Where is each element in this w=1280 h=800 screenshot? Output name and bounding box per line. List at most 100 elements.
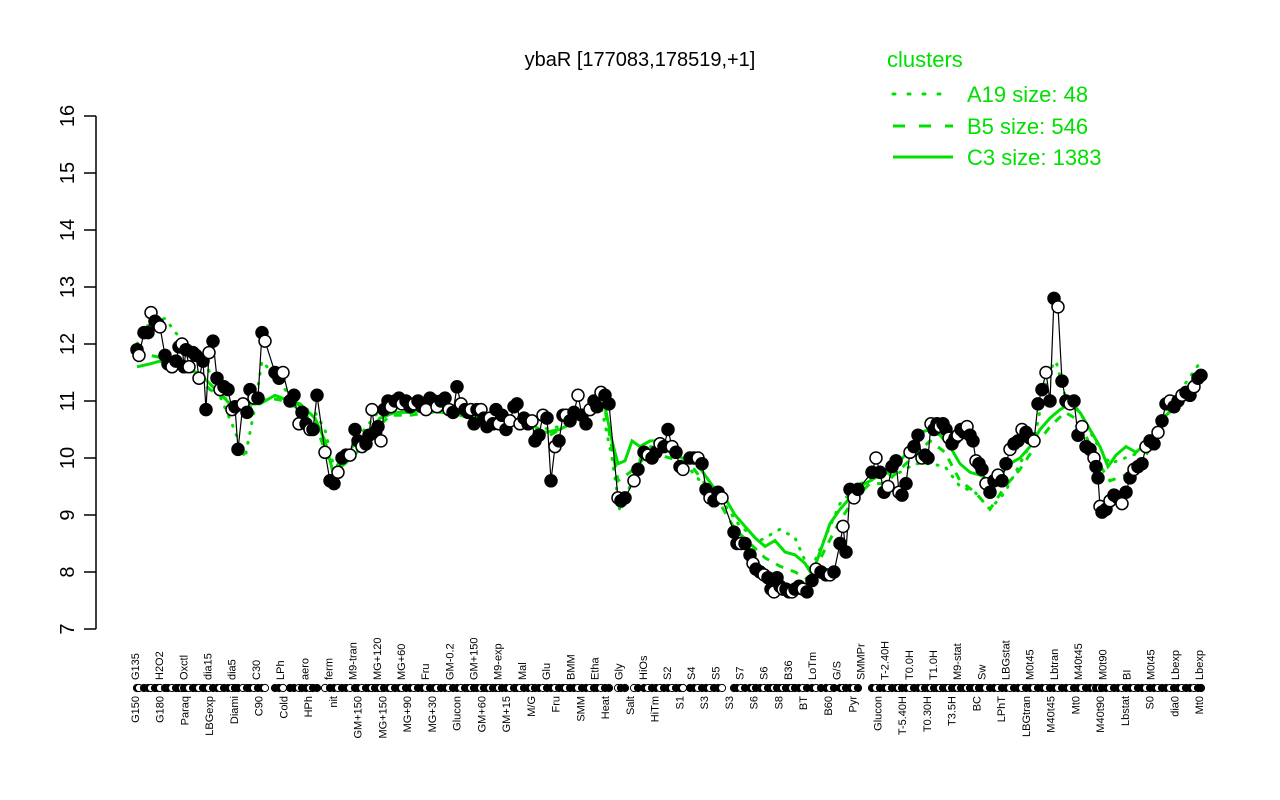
x-axis-labels: G135 H2O2 Oxctl dia15 dia5 C30 LPh aero ferm M9-t… (130, 638, 1206, 739)
data-point (800, 585, 814, 599)
data-point (318, 445, 332, 460)
data-point (1194, 368, 1208, 383)
x-tick-label: T-2.40H (880, 641, 892, 680)
x-tick-label: S0 (1145, 696, 1157, 709)
x-tick-label: GM+60 (476, 696, 488, 732)
data-point (141, 325, 155, 340)
x-tick-label: M0t45 (1025, 649, 1037, 680)
data-point (851, 482, 865, 497)
data-point (921, 451, 935, 465)
x-tick-label: Lbexp (1194, 650, 1206, 680)
x-tick-label: G180 (155, 696, 167, 723)
x-tick-label: T0.0H (904, 650, 916, 680)
data-point (231, 442, 245, 457)
x-tick-label: S5 (710, 667, 722, 680)
x-tick-label: Salt (625, 696, 637, 715)
data-point (1075, 419, 1089, 434)
x-tick-label: BI (1122, 670, 1134, 680)
data-point (343, 448, 357, 462)
x-tick-label: HPh (303, 696, 315, 717)
y-axis: 7 8 9 10 11 12 13 14 15 16 (57, 105, 97, 635)
x-tick-label: Paraq (180, 696, 192, 725)
x-tick-label: SMM (575, 696, 587, 722)
data-point (1035, 382, 1049, 397)
x-tick-label: H2O2 (154, 651, 166, 680)
x-tick-label: aero (299, 658, 311, 680)
x-tick-label: LPh (275, 660, 287, 680)
rug-marker (278, 683, 288, 693)
y-tick-label: 7 (57, 623, 79, 634)
data-point (627, 474, 641, 488)
data-point (438, 391, 452, 405)
x-tick-label: M9-stat (952, 643, 964, 680)
data-point (631, 462, 645, 477)
data-point (182, 360, 196, 374)
data-point (1147, 437, 1161, 451)
data-point (602, 397, 616, 411)
x-tick-label: G/S (831, 661, 843, 680)
data-point (1027, 434, 1041, 448)
data-point (618, 491, 632, 505)
cluster-line-dashed (136, 353, 1203, 583)
data-point (975, 462, 989, 477)
data-point (202, 345, 216, 360)
x-tick-label: Lbtran (1049, 649, 1061, 680)
y-tick-label: 16 (57, 105, 79, 127)
x-tick-label: nit (328, 696, 340, 708)
x-tick-label: B60 (823, 696, 835, 716)
data-point (895, 488, 909, 502)
x-tick-label: Heat (600, 696, 612, 719)
data-point (1089, 459, 1103, 474)
x-tick-label: M40t45 (1046, 696, 1058, 733)
x-tick-label: T1.0H (928, 650, 940, 680)
x-tick-label: Mt0 (1070, 696, 1082, 714)
data-point (966, 434, 980, 448)
data-point (676, 462, 690, 477)
x-tick-label: MG+120 (372, 638, 384, 681)
x-tick-label: Fru (420, 664, 432, 681)
y-tick-label: 15 (57, 162, 79, 184)
data-point (327, 476, 341, 491)
y-tick-label: 11 (57, 391, 79, 412)
data-point (1039, 365, 1053, 380)
x-tick-label: S4 (686, 667, 698, 680)
x-tick-label: LBGexp (204, 696, 216, 736)
x-tick-label: Pyr (848, 696, 860, 713)
rug-marker (1196, 683, 1206, 693)
data-point (1031, 397, 1045, 411)
data-point (881, 479, 895, 494)
data-point (199, 402, 213, 417)
x-tick-label: BMM (565, 654, 577, 680)
x-tick-label: Glu (541, 663, 553, 680)
x-tick-label: M0t45 (1146, 649, 1158, 680)
chart-title: ybaR [177083,178519,+1] (525, 49, 756, 71)
x-tick-label: G135 (130, 653, 142, 680)
data-point (348, 422, 362, 437)
legend-entry-b5: B5 size: 546 (967, 114, 1088, 139)
data-point (365, 402, 379, 417)
data-point (306, 422, 320, 437)
x-tick-label: dia15 (203, 653, 215, 680)
rug-marker (853, 683, 863, 693)
rug-marker (312, 683, 322, 693)
data-point (287, 388, 301, 403)
x-tick-label: M/G (526, 696, 538, 717)
x-tick-label: T3.5H (947, 696, 959, 726)
data-point (1115, 496, 1129, 511)
data-point (1135, 456, 1149, 471)
x-tick-label: Etha (590, 656, 602, 680)
x-tick-label: MG+60 (396, 644, 408, 680)
data-point (132, 348, 146, 363)
data-point (1091, 471, 1105, 485)
data-point (1043, 394, 1057, 408)
data-point (251, 391, 265, 405)
data-point (571, 388, 585, 403)
x-tick-label: SMMPr (856, 643, 868, 680)
x-tick-label: C90 (254, 696, 266, 716)
x-tick-label: dia5 (227, 659, 239, 680)
x-tick-label: S6 (749, 696, 761, 709)
data-point (839, 545, 853, 559)
data-point (1155, 414, 1169, 428)
rug-marker (678, 683, 688, 693)
